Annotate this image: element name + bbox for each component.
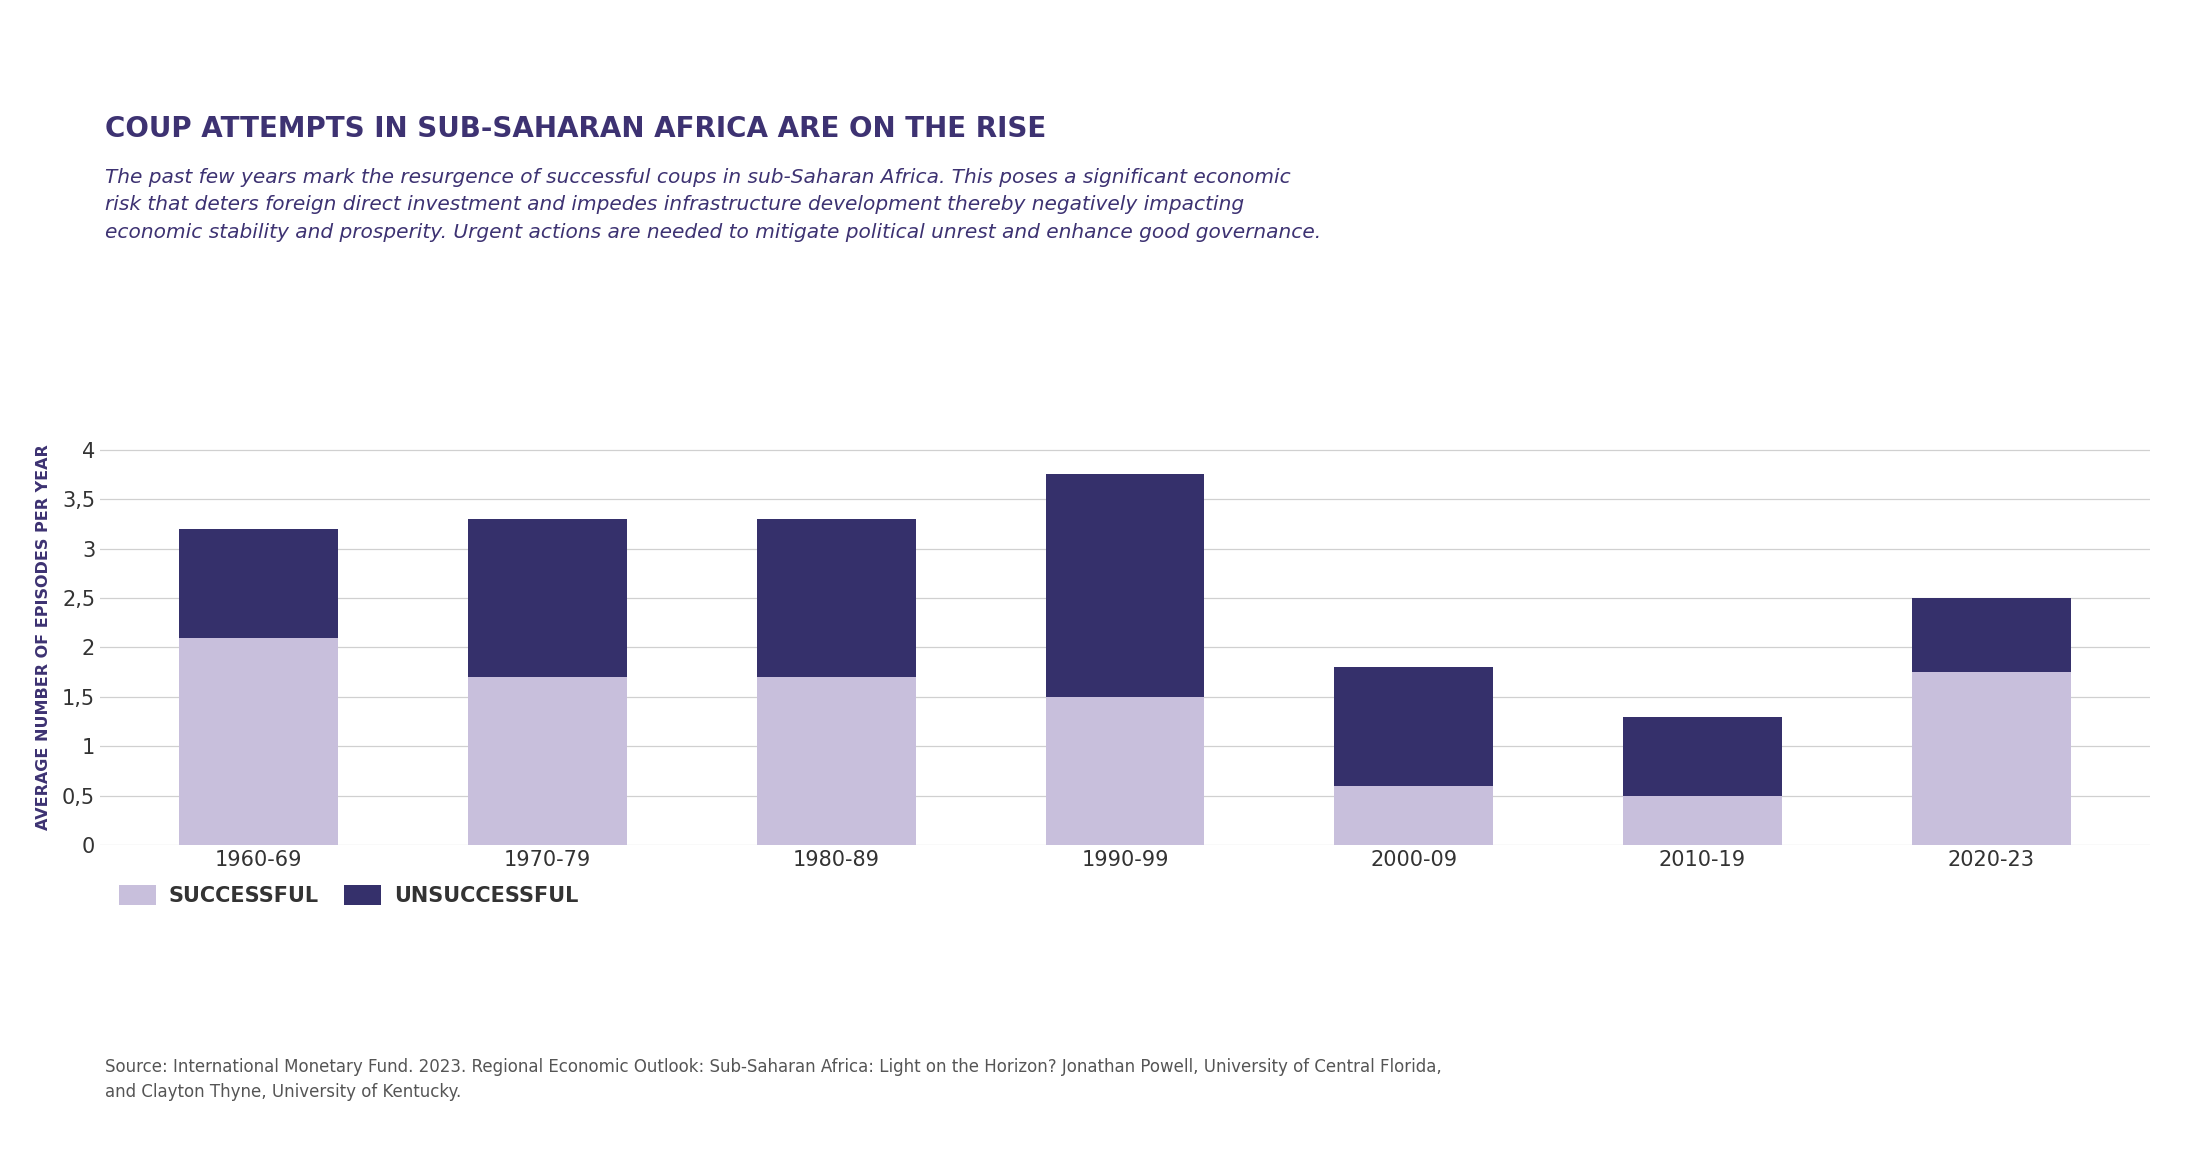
Text: COUP ATTEMPTS IN SUB-SAHARAN AFRICA ARE ON THE RISE: COUP ATTEMPTS IN SUB-SAHARAN AFRICA ARE … xyxy=(105,115,1047,143)
Bar xyxy=(1623,717,1781,795)
Legend: SUCCESSFUL, UNSUCCESSFUL: SUCCESSFUL, UNSUCCESSFUL xyxy=(110,877,586,915)
Bar xyxy=(468,519,626,677)
Text: Source: International Monetary Fund. 2023. Regional Economic Outlook: Sub-Sahara: Source: International Monetary Fund. 202… xyxy=(105,1058,1443,1101)
Text: FIGURE 29: FIGURE 29 xyxy=(48,29,246,61)
Text: The past few years mark the resurgence of successful coups in sub-Saharan Africa: The past few years mark the resurgence o… xyxy=(105,168,1322,241)
Bar xyxy=(1913,598,2071,672)
Bar xyxy=(468,677,626,845)
Bar xyxy=(758,519,916,677)
Bar xyxy=(180,637,338,845)
Bar xyxy=(1335,667,1493,786)
Bar xyxy=(1623,795,1781,845)
Bar xyxy=(180,529,338,637)
Bar xyxy=(1913,672,2071,845)
Bar xyxy=(1335,786,1493,845)
Bar xyxy=(1045,697,1203,845)
Bar xyxy=(1045,474,1203,697)
Bar xyxy=(758,677,916,845)
Y-axis label: AVERAGE NUMBER OF EPISODES PER YEAR: AVERAGE NUMBER OF EPISODES PER YEAR xyxy=(35,444,51,831)
